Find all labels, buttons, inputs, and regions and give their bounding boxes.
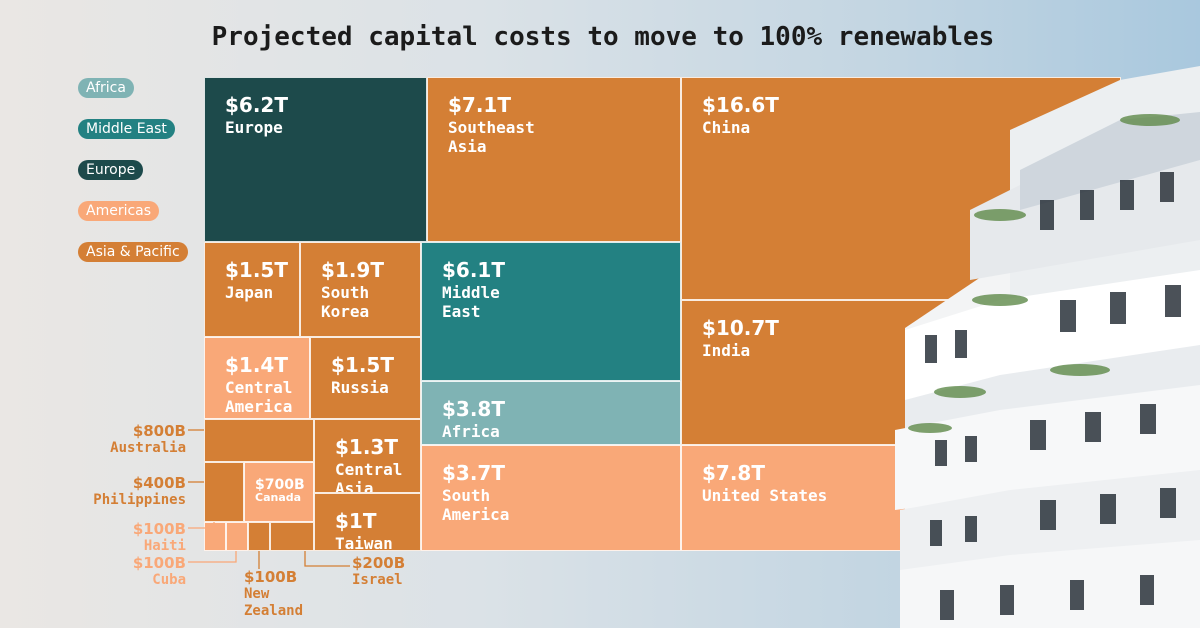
value-label: $6.2T	[225, 93, 288, 117]
external-name: Australia	[110, 440, 186, 456]
external-label-cuba: $100B Cuba	[133, 554, 186, 589]
value-label: $1.9T	[321, 258, 384, 282]
value-label: $16.6T	[702, 93, 779, 117]
value-label: $1.3T	[335, 435, 398, 459]
external-label-australia: $800B Australia	[110, 422, 186, 457]
cell-central-america: $1.4T Central America	[204, 337, 310, 419]
external-name: Philippines	[93, 492, 186, 508]
cell-south-america: $3.7T South America	[421, 445, 681, 551]
external-value: $100B	[244, 568, 298, 586]
cell-central-asia: $1.3T Central Asia	[314, 419, 421, 493]
treemap: $16.6T China $10.7T India $7.8T United States…	[204, 77, 1122, 551]
cell-united-states: $7.8T United States	[681, 445, 1121, 551]
cell-philippines	[204, 462, 244, 522]
chart-title: Projected capital costs to move to 100% …	[211, 22, 995, 52]
value-label: $1.4T	[225, 353, 288, 377]
region-label: Taiwan	[335, 534, 393, 551]
cell-taiwan: $1T Taiwan	[314, 493, 421, 551]
region-label: Japan	[225, 283, 274, 302]
cell-israel	[270, 522, 314, 551]
value-label: $700B	[255, 477, 305, 493]
value-label: $7.1T	[448, 93, 511, 117]
legend-item-americas: Americas	[78, 201, 160, 221]
value-label: $3.7T	[442, 461, 505, 485]
leader-israel	[304, 551, 350, 567]
region-label: South America	[442, 486, 510, 524]
cell-cuba	[226, 522, 248, 551]
cell-new-zealand	[248, 522, 270, 551]
external-name: Israel	[352, 572, 403, 588]
cell-russia: $1.5T Russia	[310, 337, 421, 419]
cell-china: $16.6T China	[681, 77, 1121, 300]
cell-india: $10.7T India	[681, 300, 1121, 445]
external-label-haiti: $100B Haiti	[133, 520, 186, 555]
legend-item-asia--pacific: Asia & Pacific	[78, 242, 188, 262]
value-label: $1.5T	[331, 353, 394, 377]
region-label: China	[702, 118, 751, 137]
region-label: Middle East	[442, 283, 500, 321]
external-name: New Zealand	[244, 586, 304, 619]
legend-item-europe: Europe	[78, 160, 144, 180]
legend-item-africa: Africa	[78, 78, 134, 98]
cell-australia	[204, 419, 314, 462]
region-label: Central America	[225, 378, 293, 416]
value-label: $6.1T	[442, 258, 505, 282]
external-value: $400B	[132, 474, 186, 492]
region-label: Europe	[225, 118, 283, 137]
cell-haiti	[204, 522, 226, 551]
value-label: $7.8T	[702, 461, 765, 485]
external-name: Haiti	[143, 538, 186, 554]
external-value: $800B	[132, 422, 186, 440]
cell-europe: $6.2T Europe	[204, 77, 427, 242]
leader-cuba	[188, 551, 237, 563]
external-name: Cuba	[152, 572, 186, 588]
external-label-philippines: $400B Philippines	[93, 474, 186, 509]
external-label-new-zealand: $100B New Zealand	[244, 568, 303, 620]
value-label: $10.7T	[702, 316, 779, 340]
region-label: South Korea	[321, 283, 370, 321]
region-label: Central Asia	[335, 460, 403, 493]
cell-southeast-asia: $7.1T Southeast Asia	[427, 77, 681, 242]
external-label-israel: $200B Israel	[352, 554, 405, 589]
region-label: Southeast Asia	[448, 118, 535, 156]
value-label: $1T	[335, 509, 377, 533]
region-label: India	[702, 341, 751, 360]
legend-item-middle-east: Middle East	[78, 119, 175, 139]
external-value: $100B	[132, 520, 186, 538]
external-value: $200B	[352, 554, 406, 572]
value-label: $1.5T	[225, 258, 288, 282]
region-label: United States	[702, 486, 828, 505]
value-label: $3.8T	[442, 397, 505, 421]
region-label: Africa	[442, 422, 500, 441]
region-label: Canada	[255, 491, 302, 504]
cell-middle-east: $6.1T Middle East	[421, 242, 681, 381]
cell-canada: $700B Canada	[244, 462, 314, 522]
external-value: $100B	[132, 554, 186, 572]
cell-japan: $1.5T Japan	[204, 242, 300, 337]
region-label: Russia	[331, 378, 389, 397]
cell-south-korea: $1.9T South Korea	[300, 242, 421, 337]
cell-africa: $3.8T Africa	[421, 381, 681, 445]
